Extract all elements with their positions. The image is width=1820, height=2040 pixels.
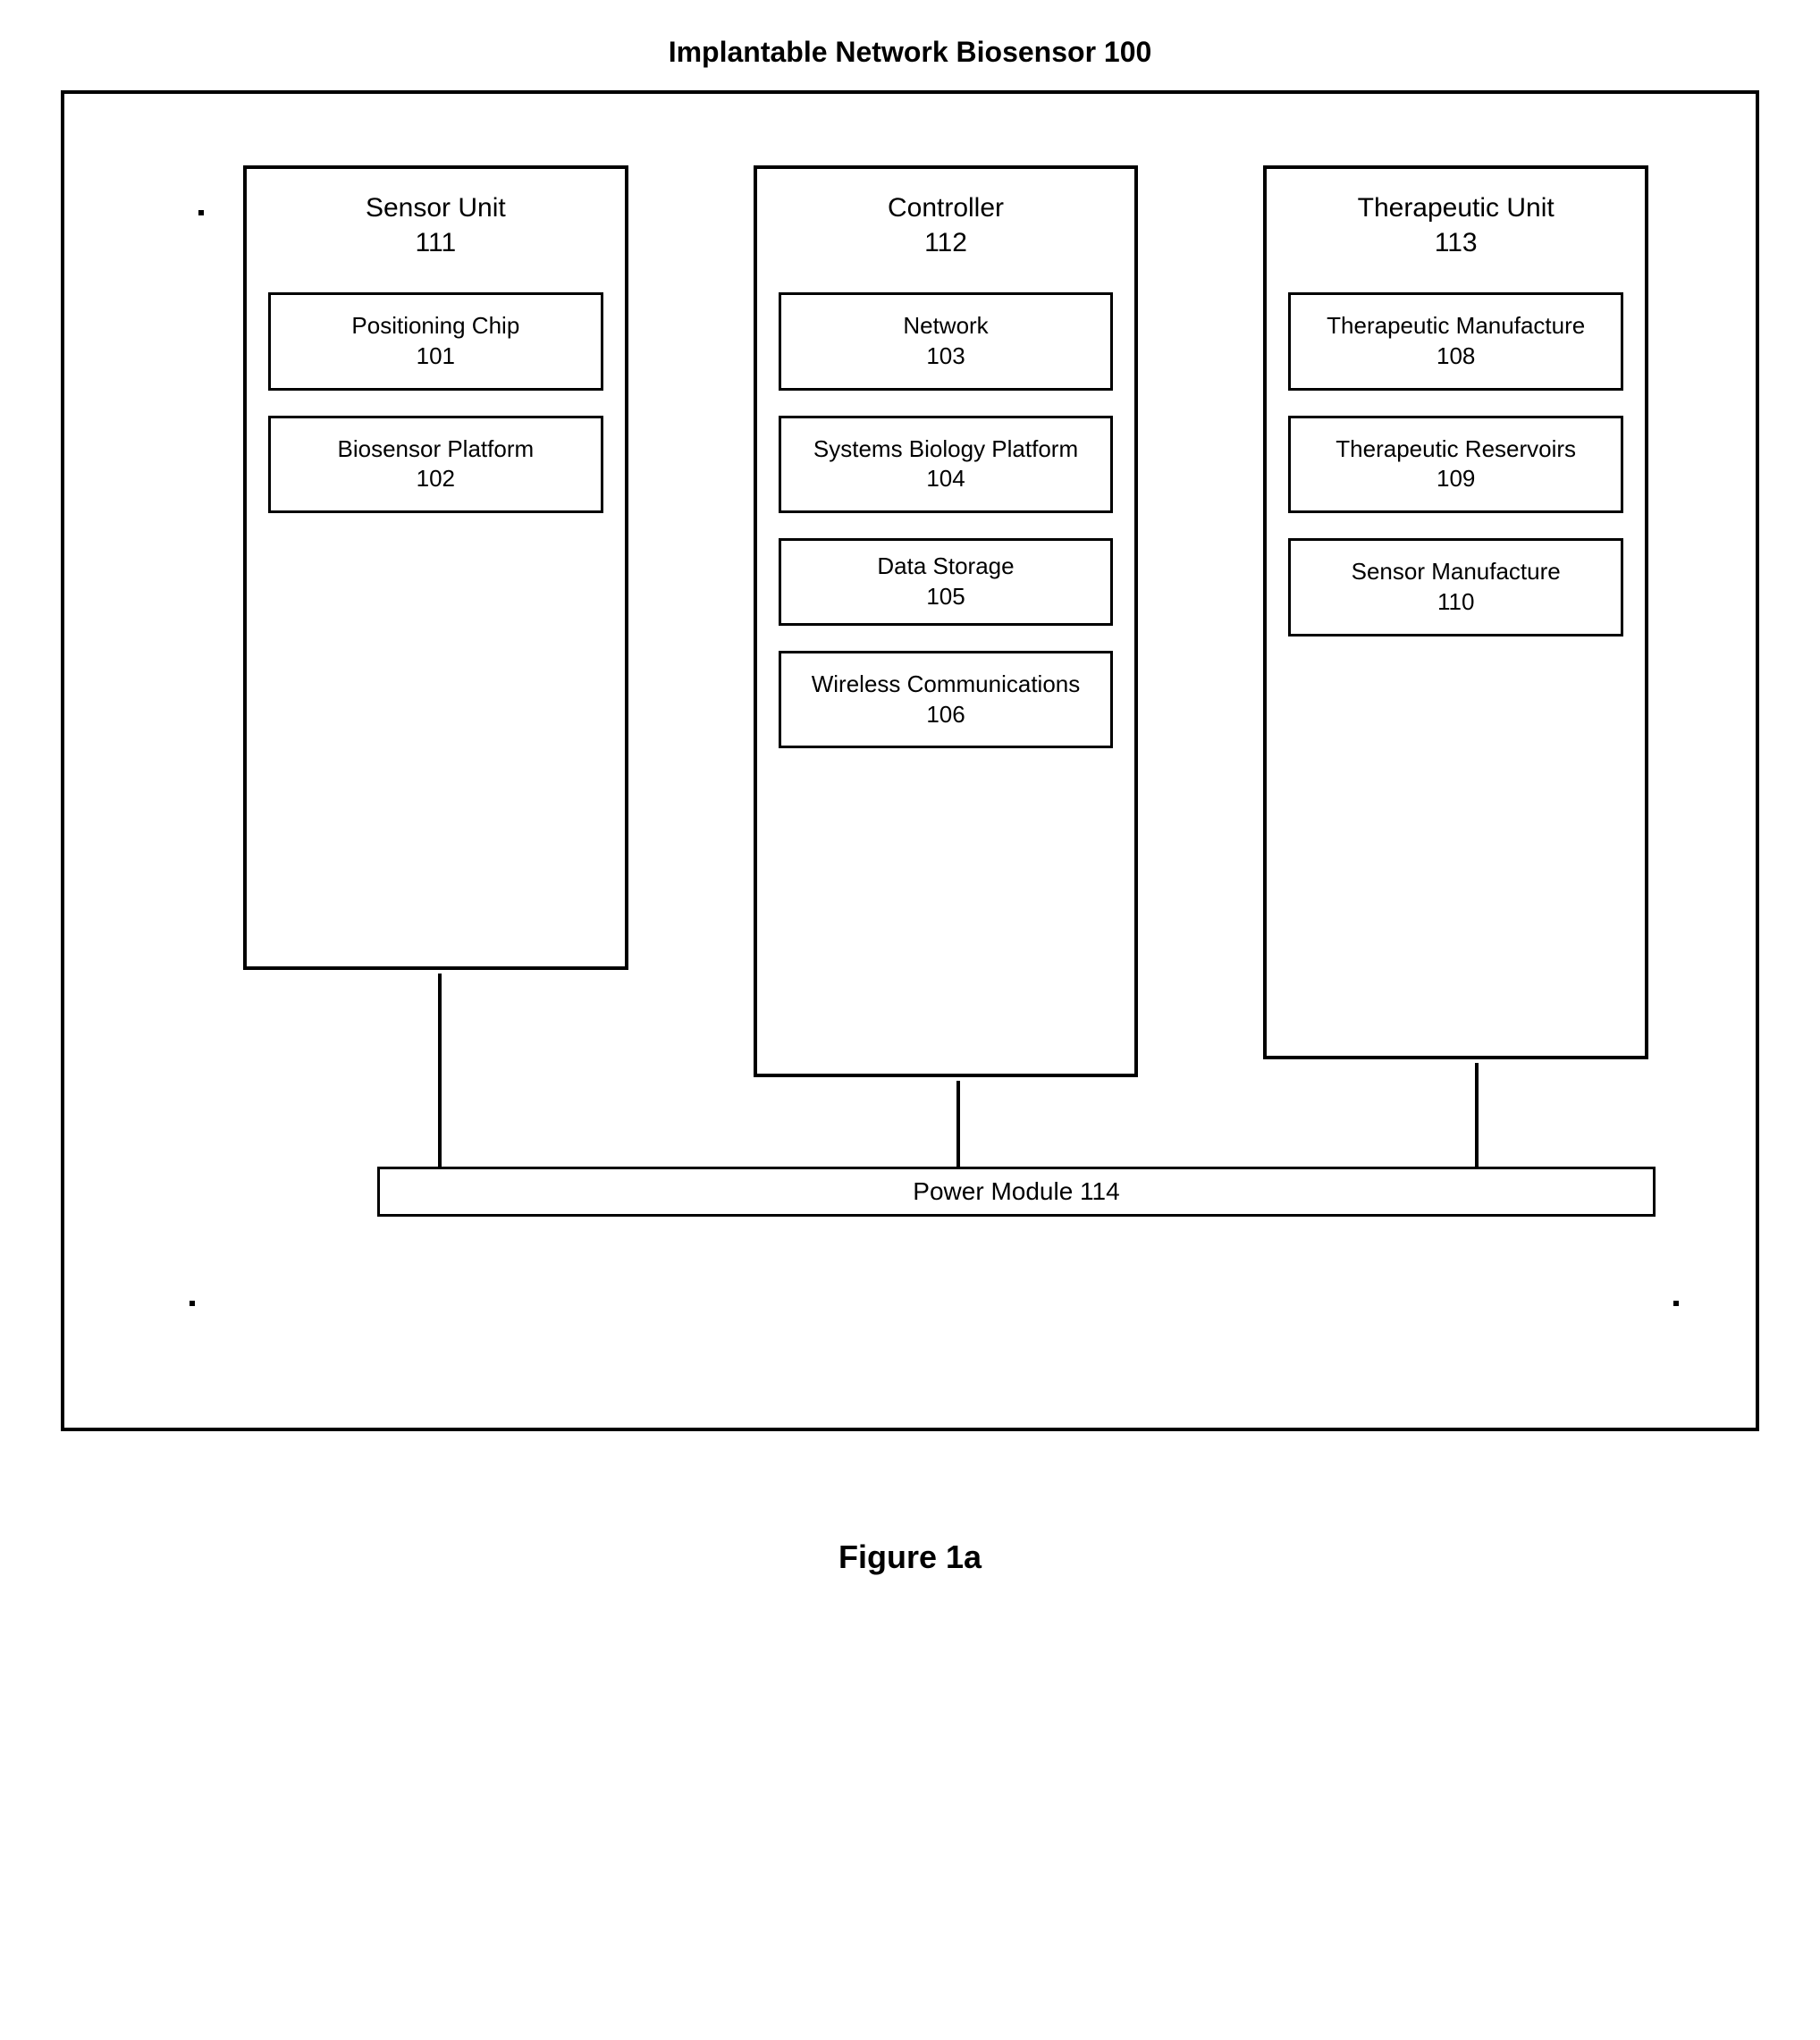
wireless-comm-box: Wireless Communications 106: [779, 651, 1114, 749]
network-box: Network 103: [779, 292, 1114, 391]
figure-label: Figure 1a: [36, 1538, 1784, 1576]
therapeutic-unit-num: 113: [1435, 228, 1478, 257]
systems-biology-num: 104: [926, 465, 965, 492]
sensor-unit-header: Sensor Unit 111: [268, 190, 603, 260]
wireless-comm-name: Wireless Communications: [812, 670, 1081, 697]
connector-therapeutic: [1475, 1063, 1479, 1167]
systems-biology-name: Systems Biology Platform: [813, 435, 1078, 462]
therapeutic-reservoirs-box: Therapeutic Reservoirs 109: [1288, 416, 1623, 514]
artifact-dot: [198, 210, 204, 215]
biosensor-platform-name: Biosensor Platform: [338, 435, 535, 462]
therapeutic-unit-name: Therapeutic Unit: [1358, 193, 1555, 223]
therapeutic-manufacture-box: Therapeutic Manufacture 108: [1288, 292, 1623, 391]
therapeutic-reservoirs-name: Therapeutic Reservoirs: [1336, 435, 1576, 462]
data-storage-box: Data Storage 105: [779, 538, 1114, 626]
wireless-comm-num: 106: [926, 701, 965, 728]
controller-unit-num: 112: [924, 228, 967, 257]
controller-unit-name: Controller: [888, 193, 1004, 223]
connector-sensor: [438, 974, 442, 1167]
diagram-title: Implantable Network Biosensor 100: [36, 36, 1784, 69]
biosensor-platform-box: Biosensor Platform 102: [268, 416, 603, 514]
power-module-bar: Power Module 114: [377, 1167, 1656, 1217]
systems-biology-box: Systems Biology Platform 104: [779, 416, 1114, 514]
sensor-manufacture-box: Sensor Manufacture 110: [1288, 538, 1623, 636]
network-num: 103: [926, 342, 965, 369]
therapeutic-unit-box: Therapeutic Unit 113 Therapeutic Manufac…: [1263, 165, 1648, 1059]
controller-unit-header: Controller 112: [779, 190, 1114, 260]
biosensor-platform-num: 102: [417, 465, 455, 492]
outer-frame: Sensor Unit 111 Positioning Chip 101 Bio…: [61, 90, 1759, 1431]
positioning-chip-box: Positioning Chip 101: [268, 292, 603, 391]
artifact-dot: [1673, 1301, 1679, 1306]
sensor-unit-name: Sensor Unit: [366, 193, 506, 223]
sensor-unit-box: Sensor Unit 111 Positioning Chip 101 Bio…: [243, 165, 628, 970]
sensor-unit-num: 111: [416, 228, 457, 257]
connector-controller: [956, 1081, 960, 1167]
data-storage-num: 105: [926, 583, 965, 610]
therapeutic-manufacture-num: 108: [1437, 342, 1475, 369]
sensor-manufacture-name: Sensor Manufacture: [1352, 558, 1561, 585]
sensor-manufacture-num: 110: [1437, 588, 1474, 615]
therapeutic-reservoirs-num: 109: [1437, 465, 1475, 492]
controller-unit-box: Controller 112 Network 103 Systems Biolo…: [754, 165, 1139, 1077]
data-storage-name: Data Storage: [877, 552, 1014, 579]
therapeutic-manufacture-name: Therapeutic Manufacture: [1327, 312, 1585, 339]
artifact-dot: [190, 1301, 195, 1306]
network-name: Network: [903, 312, 988, 339]
positioning-chip-name: Positioning Chip: [351, 312, 519, 339]
therapeutic-unit-header: Therapeutic Unit 113: [1288, 190, 1623, 260]
units-row: Sensor Unit 111 Positioning Chip 101 Bio…: [243, 165, 1648, 1149]
positioning-chip-num: 101: [417, 342, 455, 369]
